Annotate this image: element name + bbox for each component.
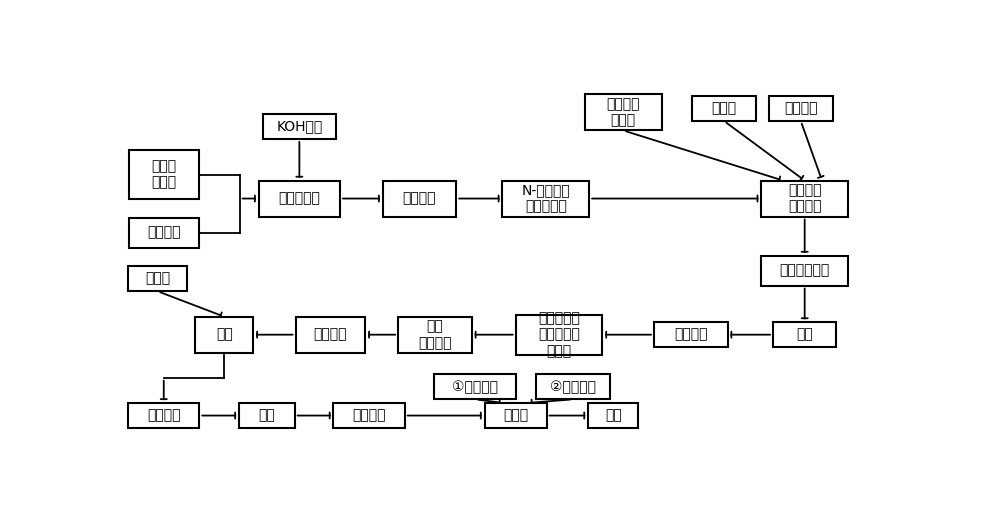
Text: N-羟乙基多
亚乙基多胺: N-羟乙基多 亚乙基多胺: [521, 184, 570, 214]
Text: 多亚乙
基多胺: 多亚乙 基多胺: [151, 160, 176, 190]
Text: 高压反应釜: 高压反应釜: [278, 191, 320, 205]
Text: 氢氧化钙: 氢氧化钙: [784, 101, 818, 115]
FancyBboxPatch shape: [195, 317, 253, 353]
Text: 蒸除溶剂: 蒸除溶剂: [147, 409, 180, 423]
FancyBboxPatch shape: [773, 322, 836, 347]
FancyBboxPatch shape: [296, 317, 365, 353]
Text: 配制溶液: 配制溶液: [352, 409, 386, 423]
Text: KOH溶液: KOH溶液: [276, 120, 322, 134]
Text: 产物: 产物: [605, 409, 622, 423]
FancyBboxPatch shape: [398, 317, 472, 353]
Text: 引发剂: 引发剂: [145, 271, 170, 285]
FancyBboxPatch shape: [769, 96, 833, 121]
Text: 通氮驱氧: 通氮驱氧: [314, 328, 347, 342]
Text: ①氢氧化钠: ①氢氧化钠: [452, 380, 498, 394]
Text: 环氧乙烷: 环氧乙烷: [147, 226, 180, 240]
Text: 甲基丙烯酸
多亚乙基多
胺乙酯: 甲基丙烯酸 多亚乙基多 胺乙酯: [538, 311, 580, 358]
FancyBboxPatch shape: [654, 322, 728, 347]
Text: 沉析: 沉析: [258, 409, 275, 423]
Text: 带分馏塔
的反应器: 带分馏塔 的反应器: [788, 184, 821, 214]
FancyBboxPatch shape: [434, 374, 516, 399]
FancyBboxPatch shape: [239, 403, 295, 428]
FancyBboxPatch shape: [516, 315, 602, 355]
Text: 吡噻嗪: 吡噻嗪: [712, 101, 737, 115]
FancyBboxPatch shape: [485, 403, 547, 428]
FancyBboxPatch shape: [263, 114, 336, 139]
FancyBboxPatch shape: [259, 180, 340, 216]
FancyBboxPatch shape: [588, 403, 638, 428]
Text: 反应器: 反应器: [503, 409, 528, 423]
FancyBboxPatch shape: [692, 96, 756, 121]
FancyBboxPatch shape: [761, 180, 848, 216]
Text: 减压蒸馏: 减压蒸馏: [403, 191, 436, 205]
Text: 蒸除未反应物: 蒸除未反应物: [780, 264, 830, 278]
FancyBboxPatch shape: [536, 374, 610, 399]
Text: 甲基丙烯
酸甲酯: 甲基丙烯 酸甲酯: [607, 97, 640, 127]
FancyBboxPatch shape: [502, 180, 589, 216]
FancyBboxPatch shape: [128, 403, 199, 428]
Text: 聚合: 聚合: [216, 328, 233, 342]
Text: ②二硫化碳: ②二硫化碳: [550, 380, 596, 394]
Text: 色谱分离: 色谱分离: [674, 328, 708, 342]
FancyBboxPatch shape: [128, 266, 187, 291]
Text: 过滤: 过滤: [796, 328, 813, 342]
FancyBboxPatch shape: [585, 95, 662, 131]
FancyBboxPatch shape: [129, 217, 199, 248]
FancyBboxPatch shape: [761, 256, 848, 285]
FancyBboxPatch shape: [383, 180, 456, 216]
FancyBboxPatch shape: [333, 403, 405, 428]
FancyBboxPatch shape: [129, 150, 199, 199]
Text: 配制
单体溶液: 配制 单体溶液: [418, 320, 452, 350]
